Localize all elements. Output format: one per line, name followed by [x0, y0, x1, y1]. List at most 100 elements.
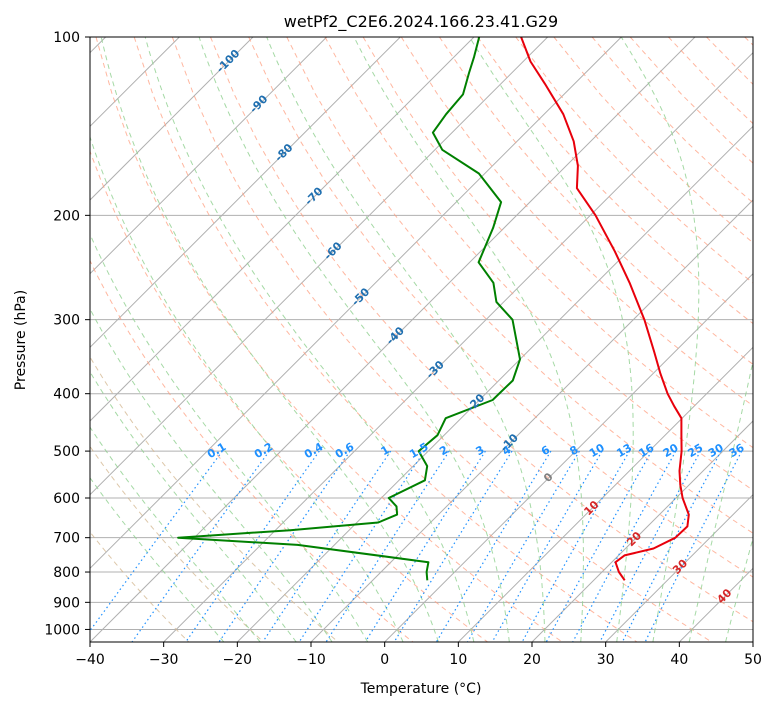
- y-axis: 100 200 300 400 500 600 700 800 900 1000: [44, 30, 90, 638]
- plot-background: [90, 37, 753, 642]
- y-tick-label: 900: [53, 595, 80, 611]
- x-tick-label: −20: [223, 652, 253, 668]
- mixing-ratio-label: 6: [539, 443, 552, 458]
- dry-adiabat: [90, 356, 339, 642]
- dry-adiabat: [95, 37, 563, 642]
- dry-adiabat: [324, 37, 753, 491]
- mixing-ratio-label: 10: [587, 441, 607, 460]
- y-tick-label: 300: [53, 313, 80, 329]
- mixing-ratio-line: [491, 450, 603, 642]
- dry-adiabat: [210, 37, 753, 623]
- x-tick-label: −40: [75, 652, 105, 668]
- mixing-ratio-line: [298, 450, 425, 642]
- mixing-ratio-line: [545, 450, 653, 642]
- isotherm-label: 10: [581, 498, 601, 518]
- x-tick-label: −10: [296, 652, 326, 668]
- isotherm-label: 30: [670, 557, 690, 577]
- y-tick-label: 1000: [44, 622, 80, 638]
- isotherm-gridline: [310, 199, 753, 642]
- isotherm-gridline: [90, 37, 254, 201]
- dry-adiabat: [90, 259, 414, 642]
- isotherm-label: -30: [424, 358, 447, 381]
- isotherm-gridline: [752, 641, 753, 642]
- moist-adiabat: [90, 476, 225, 642]
- dry-adiabat: [400, 37, 753, 407]
- dry-adiabat: [90, 445, 264, 642]
- dry-adiabat: [477, 37, 753, 325]
- mixing-ratio-line: [466, 450, 580, 642]
- moist-adiabat: [144, 37, 475, 642]
- y-tick-label: 600: [53, 491, 80, 507]
- dry-adiabat: [133, 37, 638, 642]
- mixing-ratio-line: [435, 450, 552, 642]
- isotherm-gridline: [236, 125, 753, 642]
- mixing-ratio-label: 0.1: [205, 440, 228, 461]
- isotherm-gridline: [384, 272, 753, 642]
- mixing-ratio-label: 13: [614, 441, 634, 460]
- isotherm-gridline: [163, 51, 753, 642]
- moist-adiabat: [688, 358, 753, 642]
- moist-adiabat: [90, 426, 261, 642]
- dry-adiabat: [591, 37, 753, 204]
- isotherm-gridline: [90, 37, 401, 349]
- moist-adiabat: [266, 37, 546, 642]
- moist-adiabat: [90, 135, 404, 642]
- dry-adiabat: [90, 149, 488, 642]
- isotherm-gridline: [90, 37, 622, 570]
- mixing-ratio-line: [218, 450, 351, 642]
- plot-frame: [89, 36, 754, 643]
- y-tick-label: 400: [53, 387, 80, 403]
- mixing-ratio-line: [521, 450, 631, 642]
- moist-adiabat: [620, 37, 700, 642]
- mixing-ratio-line: [90, 450, 223, 632]
- x-tick-label: 40: [670, 652, 688, 668]
- mixing-ratio-line: [621, 450, 722, 642]
- y-tick-label: 200: [53, 208, 80, 224]
- moist-adiabat: [90, 370, 297, 642]
- moist-adiabat: [100, 37, 439, 642]
- x-axis: −40 −30 −20 −10 0 10 20 30 40 50: [75, 642, 762, 668]
- mixing-ratio-line: [644, 450, 743, 642]
- isotherm-gridline: [531, 420, 753, 642]
- isotherm-gridline: [90, 37, 696, 642]
- y-tick-label: 700: [53, 531, 80, 547]
- x-tick-label: 0: [380, 652, 389, 668]
- moist-adiabat: [90, 232, 369, 642]
- moist-adiabat: [725, 536, 753, 642]
- dewpoint-line: [177, 37, 521, 581]
- x-axis-title: Temperature (°C): [360, 681, 482, 697]
- x-tick-label: 30: [597, 652, 615, 668]
- x-tick-label: 50: [744, 652, 762, 668]
- isotherm-gridline: [90, 37, 475, 422]
- x-tick-label: −30: [149, 652, 179, 668]
- y-tick-label: 800: [53, 565, 80, 581]
- x-tick-label: 10: [449, 652, 467, 668]
- moist-adiabat: [90, 308, 333, 642]
- temperature-line: [520, 37, 690, 581]
- chart-title: wetPf2_C2E6.2024.166.23.41.G29: [284, 12, 558, 32]
- isotherm-label: -70: [302, 184, 325, 207]
- dry-adiabat: [706, 37, 753, 86]
- mixing-ratio-line: [262, 450, 392, 642]
- isotherm-label: -40: [384, 324, 407, 347]
- dry-adiabat: [362, 37, 753, 449]
- dry-adiabat: [553, 37, 753, 244]
- mixing-ratio-label: 30: [706, 441, 726, 460]
- mixing-ratio-label: 0.6: [333, 440, 357, 461]
- series-layer: [177, 37, 690, 581]
- x-tick-label: 20: [523, 652, 541, 668]
- mixing-ratio-line: [325, 450, 450, 642]
- dry-adiabat: [668, 37, 753, 125]
- mixing-ratio-label: 16: [636, 441, 656, 460]
- isotherm-gridline: [678, 567, 753, 642]
- mixing-ratio-line: [572, 450, 677, 642]
- y-tick-label: 100: [53, 30, 80, 46]
- line-labels-layer: 0.1 0.2 0.4 0.6 1 1.5 2 3 4 6 8 10 13 16 20 25 30 36-100-…: [205, 47, 747, 607]
- isotherm-gridline: [605, 493, 753, 642]
- dry-adiabat: [248, 37, 753, 578]
- mixing-ratio-label: 0.2: [252, 440, 275, 461]
- mixing-ratio-line: [599, 450, 702, 642]
- isotherm-gridline: [90, 37, 549, 496]
- y-axis-title: Pressure (hPa): [13, 290, 29, 390]
